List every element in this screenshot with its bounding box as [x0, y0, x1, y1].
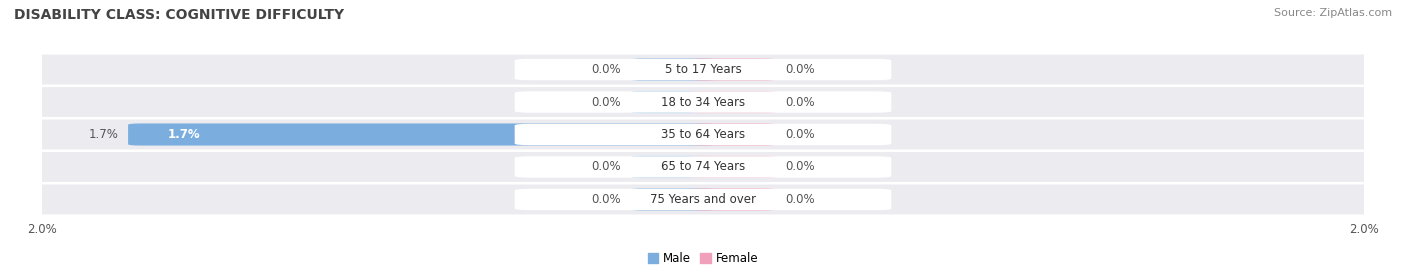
- FancyBboxPatch shape: [22, 152, 1384, 182]
- Text: 5 to 17 Years: 5 to 17 Years: [665, 63, 741, 76]
- Text: 18 to 34 Years: 18 to 34 Years: [661, 95, 745, 108]
- Text: 0.0%: 0.0%: [591, 161, 620, 174]
- Legend: Male, Female: Male, Female: [643, 247, 763, 269]
- FancyBboxPatch shape: [22, 55, 1384, 84]
- FancyBboxPatch shape: [22, 185, 1384, 214]
- FancyBboxPatch shape: [630, 156, 716, 178]
- FancyBboxPatch shape: [515, 91, 891, 113]
- FancyBboxPatch shape: [22, 119, 1384, 150]
- Text: 0.0%: 0.0%: [591, 95, 620, 108]
- FancyBboxPatch shape: [690, 58, 776, 81]
- FancyBboxPatch shape: [515, 189, 891, 210]
- Text: 0.0%: 0.0%: [786, 128, 815, 141]
- Text: 0.0%: 0.0%: [786, 161, 815, 174]
- FancyBboxPatch shape: [515, 156, 891, 178]
- FancyBboxPatch shape: [630, 188, 716, 211]
- Text: 75 Years and over: 75 Years and over: [650, 193, 756, 206]
- FancyBboxPatch shape: [630, 91, 716, 113]
- FancyBboxPatch shape: [690, 91, 776, 113]
- Text: Source: ZipAtlas.com: Source: ZipAtlas.com: [1274, 8, 1392, 18]
- Text: 35 to 64 Years: 35 to 64 Years: [661, 128, 745, 141]
- Text: 0.0%: 0.0%: [786, 95, 815, 108]
- Text: 0.0%: 0.0%: [591, 193, 620, 206]
- Text: 0.0%: 0.0%: [786, 63, 815, 76]
- FancyBboxPatch shape: [22, 87, 1384, 117]
- FancyBboxPatch shape: [515, 124, 891, 145]
- Text: 0.0%: 0.0%: [786, 193, 815, 206]
- Text: 0.0%: 0.0%: [591, 63, 620, 76]
- Text: 1.7%: 1.7%: [167, 128, 201, 141]
- Text: 65 to 74 Years: 65 to 74 Years: [661, 161, 745, 174]
- FancyBboxPatch shape: [690, 156, 776, 178]
- FancyBboxPatch shape: [690, 188, 776, 211]
- Text: DISABILITY CLASS: COGNITIVE DIFFICULTY: DISABILITY CLASS: COGNITIVE DIFFICULTY: [14, 8, 344, 22]
- FancyBboxPatch shape: [515, 59, 891, 80]
- FancyBboxPatch shape: [630, 58, 716, 81]
- FancyBboxPatch shape: [690, 123, 776, 146]
- FancyBboxPatch shape: [128, 123, 716, 146]
- Text: 1.7%: 1.7%: [89, 128, 118, 141]
